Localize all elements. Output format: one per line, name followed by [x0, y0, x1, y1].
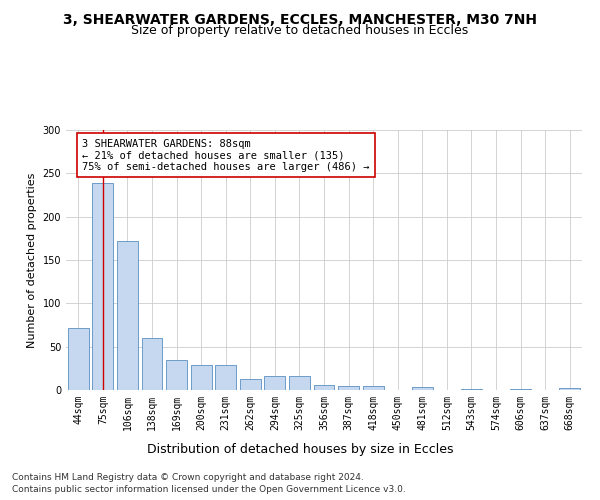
Bar [338, 386, 359, 390]
Text: Distribution of detached houses by size in Eccles: Distribution of detached houses by size … [147, 442, 453, 456]
Text: Size of property relative to detached houses in Eccles: Size of property relative to detached ho… [131, 24, 469, 37]
Bar [166, 360, 187, 390]
Y-axis label: Number of detached properties: Number of detached properties [27, 172, 37, 348]
Bar [559, 388, 580, 390]
Bar [362, 386, 383, 390]
Bar [510, 389, 531, 390]
Bar [142, 338, 163, 390]
Bar [461, 389, 482, 390]
Bar [240, 378, 261, 390]
Bar [68, 328, 89, 390]
Text: 3, SHEARWATER GARDENS, ECCLES, MANCHESTER, M30 7NH: 3, SHEARWATER GARDENS, ECCLES, MANCHESTE… [63, 12, 537, 26]
Bar [289, 376, 310, 390]
Text: Contains HM Land Registry data © Crown copyright and database right 2024.: Contains HM Land Registry data © Crown c… [12, 472, 364, 482]
Bar [265, 376, 286, 390]
Bar [191, 365, 212, 390]
Bar [314, 385, 334, 390]
Text: 3 SHEARWATER GARDENS: 88sqm
← 21% of detached houses are smaller (135)
75% of se: 3 SHEARWATER GARDENS: 88sqm ← 21% of det… [82, 138, 370, 172]
Bar [215, 365, 236, 390]
Bar [412, 386, 433, 390]
Bar [117, 241, 138, 390]
Text: Contains public sector information licensed under the Open Government Licence v3: Contains public sector information licen… [12, 485, 406, 494]
Bar [92, 183, 113, 390]
